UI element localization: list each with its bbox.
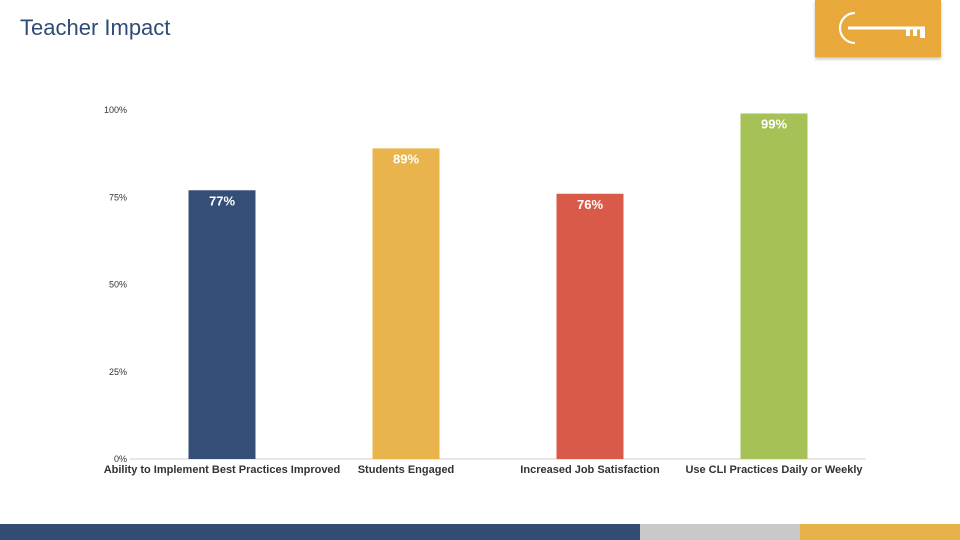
y-tick-label: 25%: [109, 367, 127, 377]
y-tick-label: 0%: [114, 454, 127, 464]
data-label: 99%: [761, 116, 787, 131]
category-label: Students Engaged: [358, 464, 455, 476]
footer-bar-gray: [640, 524, 800, 540]
key-logo: [815, 0, 941, 57]
bar: [188, 190, 256, 459]
y-tick-label: 100%: [104, 105, 127, 115]
bar: [372, 148, 440, 459]
data-label: 77%: [209, 193, 235, 208]
footer-bar-blue: [0, 524, 640, 540]
y-tick-label: 75%: [109, 192, 127, 202]
category-label: Increased Job Satisfaction: [520, 464, 660, 476]
footer-bar-gold: [800, 524, 960, 540]
data-label: 76%: [577, 197, 603, 212]
key-icon: [838, 11, 925, 45]
category-label: Ability to Implement Best Practices Impr…: [104, 464, 341, 476]
category-label: Use CLI Practices Daily or Weekly: [685, 464, 863, 476]
y-tick-label: 50%: [109, 280, 127, 290]
bar: [556, 193, 624, 459]
bar: [740, 113, 808, 460]
data-label: 89%: [393, 151, 419, 166]
slide-title: Teacher Impact: [20, 15, 171, 40]
